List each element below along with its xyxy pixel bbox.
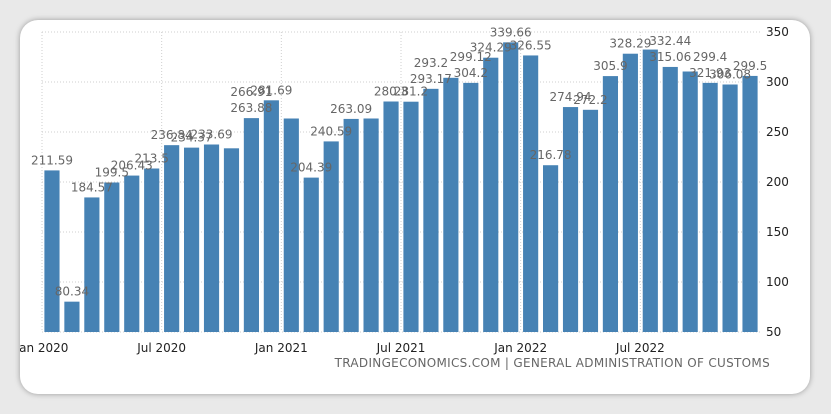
data-label: 328.29	[609, 37, 651, 51]
data-label: 326.55	[510, 38, 552, 52]
x-tick-label: Jul 2020	[136, 341, 186, 355]
data-label: 266.91	[230, 85, 272, 99]
data-label: 299.4	[693, 50, 727, 64]
bar	[343, 118, 359, 332]
bar	[283, 118, 299, 332]
data-label: 272.2	[573, 93, 607, 107]
data-label: 236.84	[151, 128, 193, 142]
data-label: 240.59	[310, 124, 352, 138]
y-tick-label: 200	[766, 175, 789, 189]
data-label: 263.09	[330, 102, 372, 116]
bar	[742, 75, 758, 333]
bar	[523, 55, 539, 332]
bar	[503, 42, 519, 333]
x-tick-label: Jul 2021	[376, 341, 426, 355]
data-label: 321.93	[689, 66, 731, 80]
bar	[483, 57, 499, 333]
bar	[144, 168, 160, 332]
data-label: 281.69	[250, 83, 292, 97]
source-footer: TRADINGECONOMICS.COM | GENERAL ADMINISTR…	[334, 356, 770, 370]
bar	[164, 145, 180, 332]
bar	[263, 100, 279, 332]
data-label: 281.2	[394, 85, 428, 99]
data-label: 324.29	[470, 41, 512, 55]
bar	[303, 177, 319, 332]
bar	[84, 197, 100, 332]
bar	[722, 84, 738, 332]
bar	[243, 118, 259, 333]
bar	[682, 71, 698, 332]
bar	[463, 82, 479, 332]
data-label: 332.44	[649, 34, 691, 48]
bar	[104, 182, 120, 332]
bar	[662, 66, 678, 332]
bar	[184, 147, 200, 332]
bar	[203, 144, 220, 332]
bar	[622, 53, 638, 333]
bar	[44, 170, 60, 332]
data-label: 234.37	[171, 131, 213, 145]
y-tick-label: 150	[766, 225, 789, 239]
data-label: 339.66	[490, 25, 532, 39]
data-label: 184.57	[71, 180, 113, 194]
data-label: 293.2	[414, 56, 448, 70]
bar	[64, 301, 80, 332]
data-label: 204.39	[290, 161, 332, 175]
y-axis-ticks: 50 100 150 200 250 300 350	[766, 25, 789, 339]
bar	[702, 82, 718, 332]
data-label: 305.9	[593, 59, 627, 73]
bar	[582, 109, 599, 332]
bar	[423, 88, 439, 332]
chart-card: 211.59 80.34 184.57 199.5 206.43 213.5 236.84 2…	[20, 20, 810, 394]
data-label: 315.06	[649, 50, 691, 64]
y-tick-label: 250	[766, 125, 789, 139]
data-label: 206.43	[111, 159, 153, 173]
x-tick-label: Jan 2022	[493, 341, 547, 355]
bar	[443, 77, 459, 332]
y-tick-label: 300	[766, 75, 789, 89]
x-tick-label: Jul 2022	[615, 341, 665, 355]
y-tick-label: 50	[766, 325, 781, 339]
data-label: 263.88	[230, 101, 272, 115]
data-label: 80.34	[55, 285, 89, 299]
data-label: 211.59	[31, 153, 73, 167]
bar-chart: 211.5980.34184.57199.5206.43213.5236.842…	[20, 25, 789, 355]
data-label: 293.17	[410, 72, 452, 86]
x-tick-label: Jan 2020	[20, 341, 68, 355]
y-tick-label: 100	[766, 275, 789, 289]
bar	[562, 107, 579, 332]
bar	[543, 165, 559, 332]
bar	[383, 101, 399, 332]
bar	[642, 49, 658, 332]
data-label: 216.78	[530, 148, 572, 162]
y-tick-label: 350	[766, 25, 789, 39]
data-label: 280.3	[374, 85, 408, 99]
x-axis-ticks: Jan 2020 Jul 2020 Jan 2021 Jul 2021 Jan 2022…	[20, 341, 665, 355]
data-label: 199.5	[95, 166, 129, 180]
data-label: 274.94	[550, 90, 592, 104]
bar	[363, 118, 379, 332]
x-tick-label: Jan 2021	[254, 341, 308, 355]
data-labels: 211.5980.34184.57199.5206.43213.5236.842…	[31, 25, 767, 298]
data-label: 299.5	[733, 59, 767, 73]
data-label: 233.69	[191, 128, 233, 142]
bars	[44, 42, 758, 333]
data-label: 304.2	[454, 66, 488, 80]
data-label: 306.08	[709, 68, 751, 82]
data-label: 213.5	[135, 152, 169, 166]
bar	[403, 101, 419, 332]
data-label: 299.12	[450, 50, 492, 64]
bar	[602, 76, 618, 332]
bar	[124, 175, 140, 332]
bar	[223, 148, 240, 332]
grid-lines	[41, 31, 760, 333]
bar	[323, 141, 339, 332]
